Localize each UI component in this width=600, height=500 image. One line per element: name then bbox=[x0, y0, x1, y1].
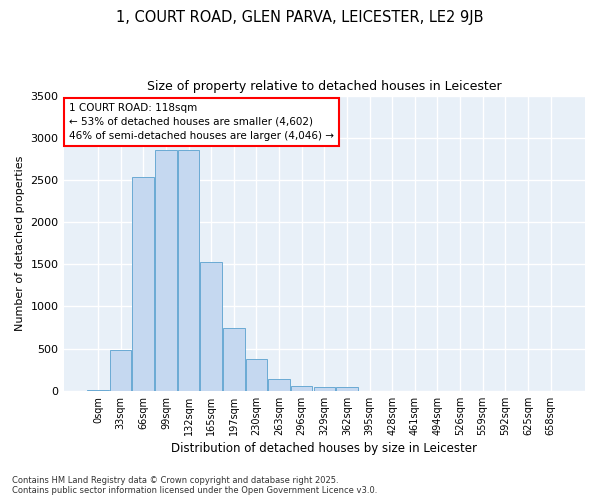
Bar bbox=[87, 390, 109, 391]
Bar bbox=[155, 150, 176, 391]
Bar bbox=[268, 379, 290, 391]
Bar bbox=[336, 388, 358, 391]
Text: 1 COURT ROAD: 118sqm
← 53% of detached houses are smaller (4,602)
46% of semi-de: 1 COURT ROAD: 118sqm ← 53% of detached h… bbox=[69, 103, 334, 141]
Bar bbox=[133, 178, 154, 391]
Bar bbox=[110, 350, 131, 391]
Bar bbox=[223, 328, 245, 391]
Bar bbox=[178, 150, 199, 391]
Text: Contains HM Land Registry data © Crown copyright and database right 2025.
Contai: Contains HM Land Registry data © Crown c… bbox=[12, 476, 377, 495]
X-axis label: Distribution of detached houses by size in Leicester: Distribution of detached houses by size … bbox=[171, 442, 477, 455]
Bar bbox=[314, 388, 335, 391]
Bar bbox=[245, 359, 267, 391]
Bar bbox=[200, 262, 222, 391]
Title: Size of property relative to detached houses in Leicester: Size of property relative to detached ho… bbox=[147, 80, 502, 93]
Bar bbox=[291, 386, 313, 391]
Text: 1, COURT ROAD, GLEN PARVA, LEICESTER, LE2 9JB: 1, COURT ROAD, GLEN PARVA, LEICESTER, LE… bbox=[116, 10, 484, 25]
Y-axis label: Number of detached properties: Number of detached properties bbox=[15, 156, 25, 331]
